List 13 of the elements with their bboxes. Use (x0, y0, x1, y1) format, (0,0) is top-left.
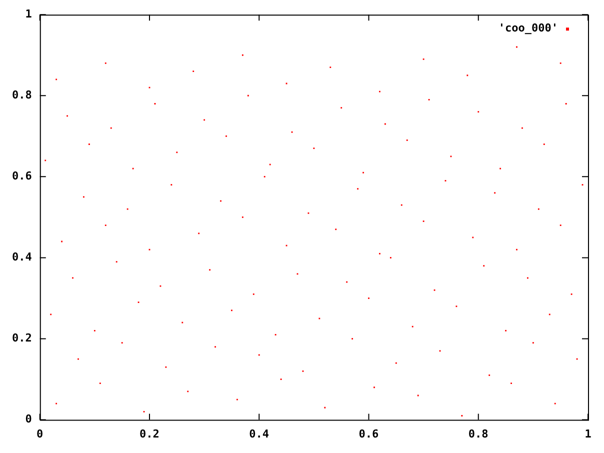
y-tick-label: 0 (25, 412, 32, 426)
y-tick-label: 0.2 (12, 332, 32, 345)
y-tick-label: 0.4 (12, 250, 32, 264)
y-tick-label: 0.6 (12, 170, 32, 183)
x-tick-label: 0 (36, 427, 44, 440)
y-tick-label: 1 (25, 7, 32, 20)
x-tick-label: 0.6 (358, 427, 380, 440)
x-tick-label: 1 (584, 427, 592, 440)
x-tick-label: 0.8 (468, 427, 488, 440)
legend-label: 'coo_000' (498, 21, 558, 34)
x-tick-label: 0.4 (249, 427, 270, 440)
y-tick-label: 0.8 (12, 88, 32, 102)
x-tick-label: 0.2 (140, 427, 160, 440)
